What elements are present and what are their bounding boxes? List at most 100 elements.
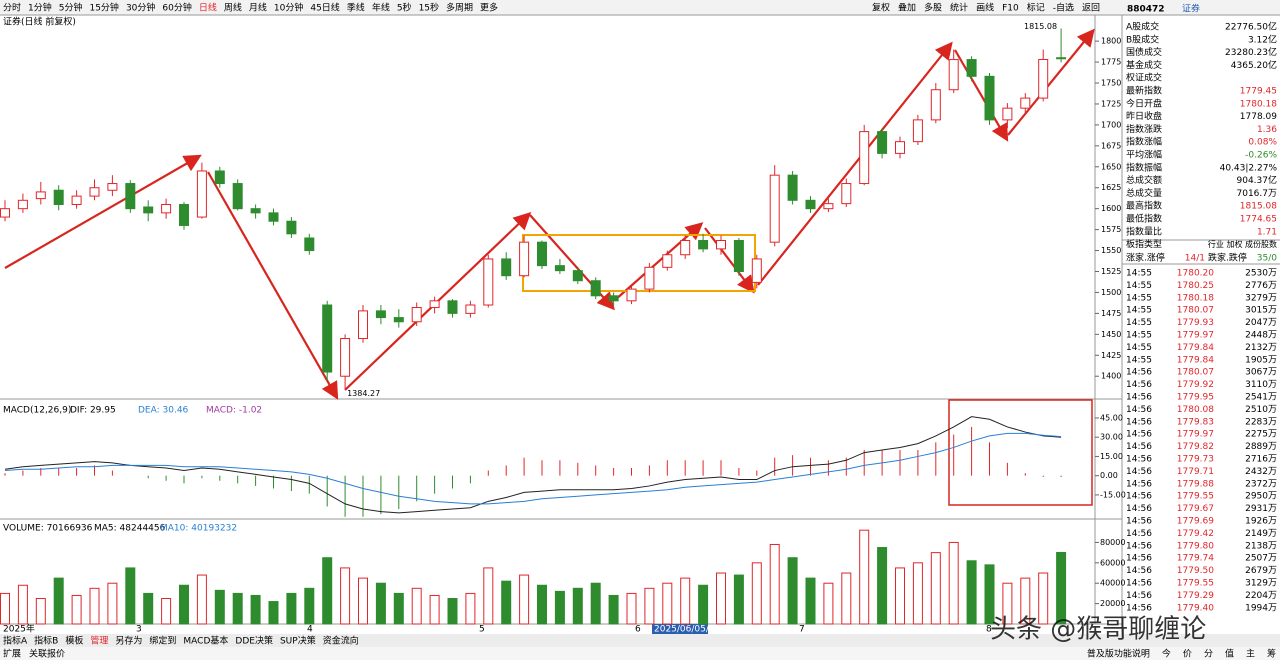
period-button[interactable]: 15秒 xyxy=(419,2,439,14)
period-button[interactable]: 5秒 xyxy=(397,2,412,14)
status-button[interactable]: 扩展 xyxy=(3,648,21,660)
indicator-tab[interactable]: 另存为 xyxy=(115,635,142,647)
watermark: 头条 @猴哥聊缠论 xyxy=(990,615,1206,645)
candle-body xyxy=(537,241,547,267)
volume-bar xyxy=(17,584,28,625)
volume-bar xyxy=(841,572,852,625)
period-button[interactable]: 年线 xyxy=(372,2,390,14)
indicator-tab[interactable]: 模板 xyxy=(65,635,83,647)
candle-body xyxy=(841,183,852,205)
period-button[interactable]: 15分钟 xyxy=(89,2,118,14)
y-tick-label: 15.00 xyxy=(1100,452,1123,461)
candle-body xyxy=(465,304,476,314)
period-button[interactable]: 季线 xyxy=(347,2,365,14)
period-button[interactable]: 月线 xyxy=(249,2,267,14)
y-tick-label: 1475 xyxy=(1101,309,1121,318)
period-button[interactable]: 5分钟 xyxy=(59,2,83,14)
breadth-label: 跌家.跌停 xyxy=(1208,252,1247,264)
volume-bar xyxy=(751,562,762,625)
volume-bar xyxy=(447,598,458,625)
period-button[interactable]: 30分钟 xyxy=(126,2,155,14)
status-button[interactable]: 价 xyxy=(1183,649,1192,660)
indicator-tab[interactable]: 管理 xyxy=(90,635,108,647)
period-button[interactable]: 更多 xyxy=(480,2,498,14)
stat-value: 1815.08 xyxy=(1240,202,1277,212)
trade-price: 1780.07 xyxy=(1177,368,1214,378)
period-button[interactable]: 多周期 xyxy=(446,2,473,14)
volume-bar xyxy=(823,582,834,625)
tool-button[interactable]: -自选 xyxy=(1053,2,1074,14)
tool-button[interactable]: 返回 xyxy=(1082,2,1100,14)
volume-bar xyxy=(912,562,923,625)
status-button[interactable]: 今 xyxy=(1162,648,1171,660)
tool-button[interactable]: 画线 xyxy=(976,2,994,14)
candle-body xyxy=(662,254,673,268)
period-button[interactable]: 日线 xyxy=(199,2,217,14)
volume-bar xyxy=(393,592,404,625)
trade-price: 1780.18 xyxy=(1177,293,1214,303)
status-button[interactable]: 筹 xyxy=(1267,648,1276,660)
volume-bar xyxy=(304,587,315,625)
volume-bar xyxy=(1020,577,1031,625)
candle-body xyxy=(107,183,118,191)
stock-name: 证券 xyxy=(1182,3,1200,15)
volume-bar xyxy=(572,587,583,625)
stock-code: 880472 xyxy=(1127,5,1165,15)
status-button[interactable]: 普及版功能说明 xyxy=(1087,648,1150,660)
y-tick-label: 40000 xyxy=(1100,579,1125,588)
status-button[interactable]: 主 xyxy=(1246,648,1255,660)
tool-button[interactable]: 标记 xyxy=(1027,2,1045,14)
tool-button[interactable]: 叠加 xyxy=(898,3,916,14)
trade-price: 1779.71 xyxy=(1177,467,1214,477)
candle-body xyxy=(411,307,422,323)
period-button[interactable]: 1分钟 xyxy=(28,2,52,14)
period-button[interactable]: 60分钟 xyxy=(162,2,191,14)
trade-price: 1780.08 xyxy=(1177,405,1214,415)
candle-body xyxy=(196,170,207,218)
trade-volume: 2432万 xyxy=(1245,467,1277,477)
candle-body xyxy=(859,131,870,185)
date-label: 4 xyxy=(307,625,313,635)
tool-button[interactable]: 复权 xyxy=(872,2,890,14)
status-button[interactable]: 关联报价 xyxy=(29,648,65,660)
status-button[interactable]: 分 xyxy=(1204,649,1213,660)
candle-body xyxy=(626,288,637,302)
tool-button[interactable]: 统计 xyxy=(950,2,968,14)
volume-bar xyxy=(930,552,941,625)
period-button[interactable]: 周线 xyxy=(224,2,242,14)
trade-volume: 2204万 xyxy=(1245,591,1277,601)
dea-label: DEA: 30.46 xyxy=(138,406,189,416)
trade-price: 1780.07 xyxy=(1177,306,1214,316)
indicator-tab[interactable]: 指标A xyxy=(3,635,28,647)
trade-price: 1779.69 xyxy=(1177,517,1214,527)
indicator-tab[interactable]: 资金流向 xyxy=(323,635,359,647)
indicator-tab[interactable]: 指标B xyxy=(34,635,58,647)
tab-bar xyxy=(0,634,1280,647)
indicator-tab[interactable]: MACD基本 xyxy=(183,635,228,647)
indicator-tab[interactable]: 绑定到 xyxy=(149,635,176,647)
dea-line xyxy=(4,432,1062,505)
candle-body xyxy=(680,240,691,256)
volume-bar xyxy=(662,582,673,625)
trade-volume: 2448万 xyxy=(1245,331,1277,341)
trade-volume: 2679万 xyxy=(1245,566,1277,576)
trade-price: 1779.92 xyxy=(1177,380,1214,390)
trade-time: 14:56 xyxy=(1126,579,1152,589)
trade-price: 1779.97 xyxy=(1177,331,1214,341)
trade-volume: 3110万 xyxy=(1245,380,1277,390)
volume-bar xyxy=(196,574,207,625)
status-button[interactable]: 值 xyxy=(1225,648,1234,660)
volume-bar xyxy=(608,594,619,625)
tool-button[interactable]: F10 xyxy=(1002,4,1019,14)
trade-time: 14:56 xyxy=(1126,504,1152,514)
status-bar xyxy=(0,647,1280,660)
tool-button[interactable]: 多股 xyxy=(924,2,942,14)
period-button[interactable]: 10分钟 xyxy=(274,2,303,14)
period-button[interactable]: 45日线 xyxy=(310,2,339,14)
stat-value: -0.26% xyxy=(1245,151,1277,161)
volume-bar xyxy=(554,590,565,625)
indicator-tab[interactable]: SUP决策 xyxy=(280,635,316,647)
period-button[interactable]: 分时 xyxy=(3,2,21,14)
indicator-tab[interactable]: DDE决策 xyxy=(235,635,273,647)
candle-body xyxy=(554,265,565,272)
